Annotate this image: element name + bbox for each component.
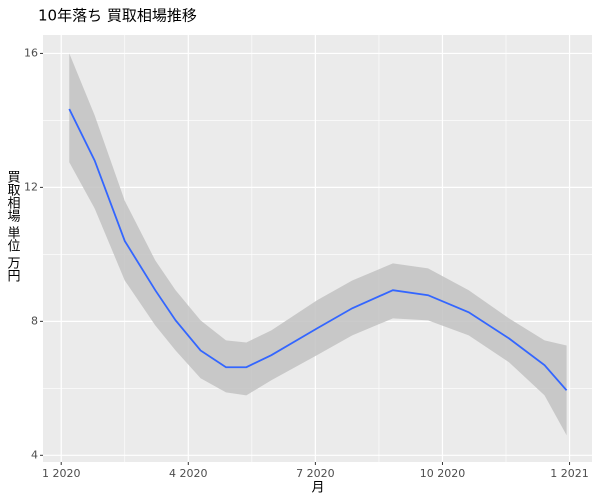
- x-tick-label: 1 2021: [550, 467, 589, 480]
- y-tick-label: 4: [31, 448, 38, 461]
- chart-title: 10年落ち 買取相場推移: [38, 7, 197, 25]
- x-tick-label: 4 2020: [169, 467, 208, 480]
- x-tick-label: 7 2020: [296, 467, 335, 480]
- x-tick-label: 1 2020: [42, 467, 81, 480]
- y-tick-label: 8: [31, 314, 38, 327]
- confidence-band: [69, 53, 567, 436]
- y-tick-label: 12: [24, 180, 38, 193]
- x-axis-title: 月: [311, 481, 324, 496]
- line: [68, 108, 568, 391]
- y-axis-title: 買取相場 単位 万円: [5, 170, 21, 283]
- y-tick-label: 16: [24, 46, 38, 59]
- x-tick-label: 10 2020: [420, 467, 466, 480]
